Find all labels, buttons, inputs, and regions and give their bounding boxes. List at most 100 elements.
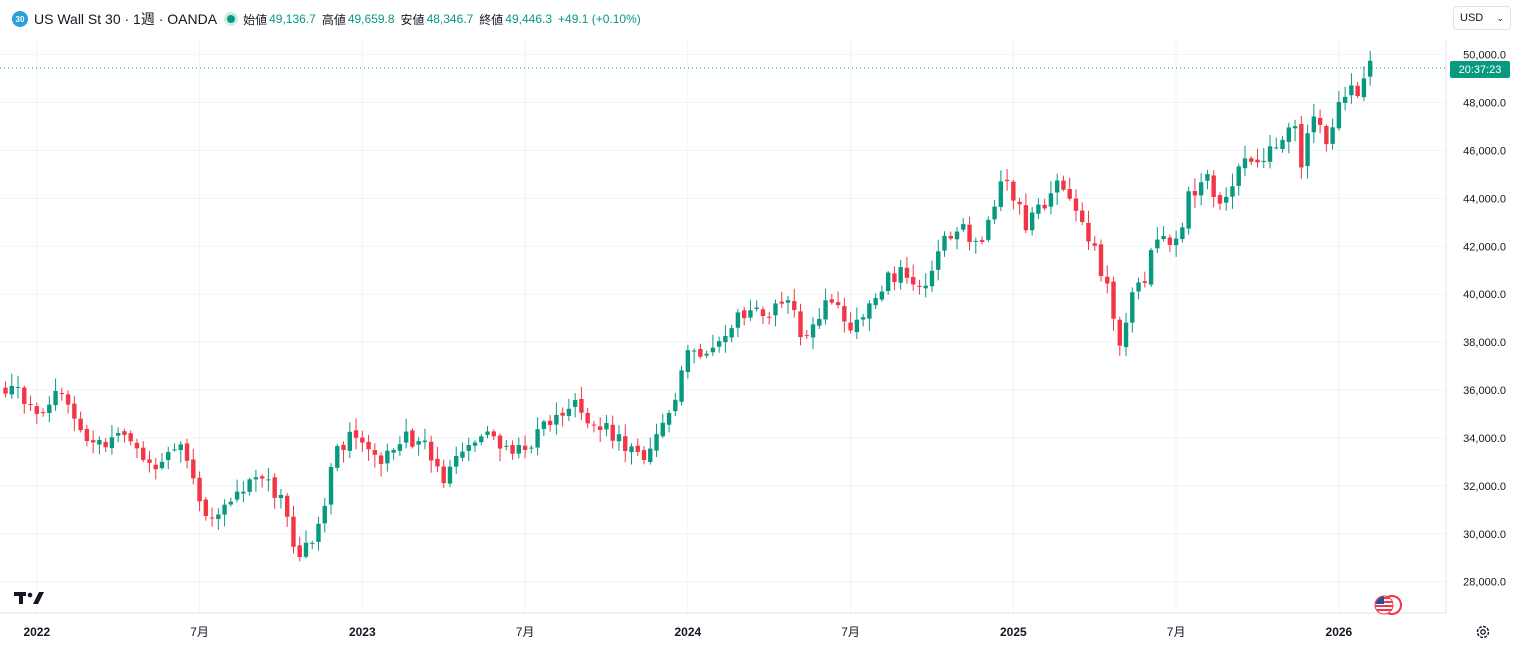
price-tick-label: 32,000.0 [1463,481,1506,493]
high-label: 高値 [321,12,346,27]
candle-body [372,450,378,455]
candle-body [792,301,797,310]
candle-body [823,300,828,320]
candle-body [554,414,559,425]
candle-body [1249,158,1254,162]
gear-icon[interactable] [1475,624,1491,645]
time-tick-label: 2025 [1000,625,1027,639]
candle-body [785,300,791,303]
candle-body [566,408,572,416]
currency-select[interactable]: USD ⌄ [1453,6,1511,30]
candle-body [691,350,697,352]
tradingview-logo-icon[interactable] [14,590,44,611]
candle-body [216,514,221,520]
candle-body [810,324,816,338]
candle-body [485,431,490,435]
price-tick-label: 38,000.0 [1463,337,1506,349]
candle-body [541,421,547,430]
price-tick-label: 34,000.0 [1463,433,1506,445]
time-tick-label: 2026 [1326,625,1353,639]
candle-body [472,442,478,446]
candle-body [1236,166,1241,186]
candle-body [385,450,390,464]
us-flag-icon[interactable] [1373,594,1403,621]
candle-body [297,545,302,558]
candle-body [103,441,108,448]
candle-body [172,449,177,451]
symbol-title[interactable]: US Wall St 30 · 1週 · OANDA [34,11,218,27]
candle-body [848,322,853,331]
candle-body [128,433,133,442]
time-tick-label: 2022 [23,625,50,639]
candle-body [1080,210,1085,223]
candle-body [1305,133,1310,167]
candle-body [973,240,978,242]
time-tick-label: 7月 [1167,625,1186,639]
candle-body [535,429,540,448]
candle-body [666,412,672,425]
candle-body [266,479,271,481]
candle-body [1048,193,1054,207]
chevron-down-icon: ⌄ [1496,12,1504,23]
candle-body [1130,292,1135,323]
candle-body [159,461,165,469]
candles [0,50,1446,562]
low-value: 48,346.7 [426,12,474,26]
candle-body [911,277,916,285]
candle-body [604,423,609,430]
candle-body [773,303,778,316]
candle-body [391,449,396,453]
candle-body [591,424,597,426]
candle-body [1336,102,1342,129]
candle-body [660,422,665,437]
candle-body [516,444,522,454]
time-tick-label: 2023 [349,625,376,639]
candle-body [1186,191,1191,229]
candle-body [1004,179,1010,182]
candle-body [115,432,121,436]
price-tick-label: 28,000.0 [1463,577,1506,589]
candle-body [1092,243,1097,246]
candle-body [466,445,471,451]
candle-body [479,436,484,443]
candle-body [441,466,446,484]
candle-body [1361,78,1367,98]
candle-body [366,441,371,450]
candle-body [303,542,309,557]
candle-body [72,403,77,419]
candle-body [209,517,215,519]
candle-body [1123,322,1129,348]
candle-body [1036,204,1041,214]
time-axis[interactable]: 2022 7月 2023 7月 2024 7月 2025 7月 2026 [23,625,1352,639]
candle-body [917,285,922,287]
candle-body [278,494,284,499]
candle-body [1098,244,1104,277]
candle-body [1017,201,1022,205]
price-tick-label: 42,000.0 [1463,241,1506,253]
close-value: 49,446.3 [505,12,553,26]
candle-body [754,307,759,310]
candle-body [347,431,352,451]
symbol-header: 30 US Wall St 30 · 1週 · OANDA 始値 49,136.… [12,8,647,30]
candle-body [648,448,653,462]
candle-body [729,328,734,338]
price-axis[interactable]: 28,000.0 30,000.0 32,000.0 34,000.0 36,000.0… [1463,50,1506,589]
candle-body [1367,60,1373,77]
symbol-badge[interactable]: 30 [12,11,28,27]
candle-body [147,459,152,463]
candle-body [1292,126,1298,129]
candle-body [341,444,346,451]
candle-body [1205,174,1210,181]
candle-body [310,542,315,544]
candle-body [898,267,903,283]
candle-body [735,312,741,328]
candle-body [948,235,953,239]
price-tick-label: 48,000.0 [1463,98,1506,110]
candle-body [1198,182,1204,196]
candle-body [141,447,146,460]
price-tick-label: 46,000.0 [1463,145,1506,157]
candle-body [153,464,158,470]
candle-body [1242,158,1248,169]
price-tick-label: 30,000.0 [1463,529,1506,541]
